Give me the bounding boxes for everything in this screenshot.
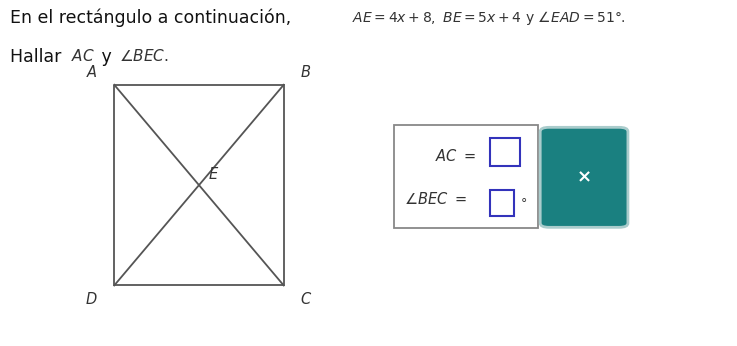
Bar [490, 138, 520, 166]
Text: $\mathit{AC}$: $\mathit{AC}$ [71, 48, 94, 64]
Text: En el rectángulo a continuación,: En el rectángulo a continuación, [10, 9, 296, 27]
Text: $\mathit{B}$: $\mathit{B}$ [300, 64, 311, 80]
Text: $\mathit{AE}=4x+8,\ \mathit{BE}=5x+4\ \mathrm{y}\ \angle \mathit{EAD}=51°.$: $\mathit{AE}=4x+8,\ \mathit{BE}=5x+4\ \m… [352, 9, 626, 27]
Text: °: ° [520, 197, 527, 210]
Text: $\mathit{C}$: $\mathit{C}$ [300, 291, 312, 307]
Text: $\angle\mathit{BEC}\ =$: $\angle\mathit{BEC}\ =$ [404, 191, 467, 207]
Text: Hallar: Hallar [10, 48, 66, 66]
Text: y: y [96, 48, 117, 66]
Text: $\mathit{A}$: $\mathit{A}$ [86, 64, 98, 80]
Text: $\mathit{E}$: $\mathit{E}$ [208, 166, 219, 182]
Text: ×: × [576, 168, 592, 186]
FancyBboxPatch shape [540, 127, 628, 227]
Text: $\angle\mathit{BEC}.$: $\angle\mathit{BEC}.$ [119, 48, 169, 64]
Text: $\mathit{AC}\ =$: $\mathit{AC}\ =$ [435, 148, 476, 164]
Bar [394, 125, 538, 228]
Bar [490, 190, 514, 216]
Text: $\mathit{D}$: $\mathit{D}$ [85, 291, 98, 307]
